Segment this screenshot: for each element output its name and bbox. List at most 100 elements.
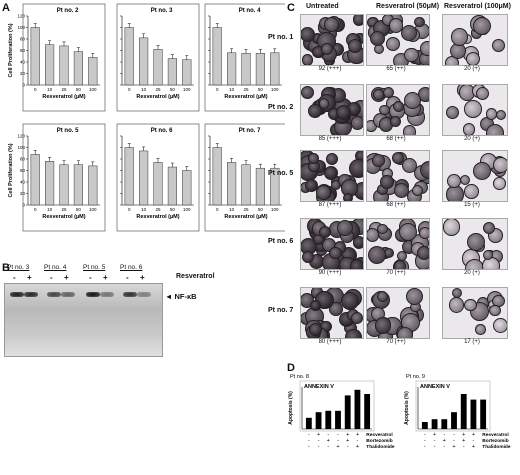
bar: [354, 389, 361, 429]
cell: [400, 24, 418, 42]
cell: [374, 317, 392, 335]
x-tick-label: 50: [170, 87, 176, 92]
bar: [153, 162, 163, 206]
cell: [392, 151, 405, 165]
cell: [349, 159, 363, 178]
bar: [45, 44, 55, 86]
treatment-sign: +: [336, 444, 339, 450]
gel-lane-sign: -: [50, 273, 53, 282]
micrograph-score: 80 (+++): [318, 339, 342, 345]
bar: [270, 52, 280, 86]
bar: [241, 53, 251, 86]
cell: [336, 104, 352, 120]
cell: [460, 174, 471, 185]
cell: [493, 157, 507, 174]
cell: [392, 101, 404, 113]
micrograph-image: [442, 287, 508, 339]
chart-title: Pt no. 4: [239, 8, 261, 14]
x-tick-label: 100: [89, 207, 97, 212]
micrograph-score: 70 (++): [386, 339, 406, 345]
micrograph-image: [442, 14, 508, 66]
treatment-sign: +: [472, 432, 475, 438]
bar: [451, 412, 457, 429]
micrograph-image: [300, 287, 364, 339]
treatment-sign: +: [452, 444, 455, 450]
micrograph-row-label: Pt no. 1: [268, 34, 294, 41]
treatment-sign: +: [346, 438, 349, 444]
y-tick-label: 120: [17, 14, 25, 19]
cell: [472, 16, 491, 35]
cell: [397, 326, 413, 338]
x-tick-label: 100: [271, 207, 279, 212]
nfkb-band: [24, 292, 38, 297]
bar: [139, 37, 149, 86]
cell: [377, 291, 389, 303]
treatment-sign: -: [443, 432, 445, 438]
bar: [73, 164, 83, 206]
x-tick-label: 25: [61, 207, 67, 212]
gel-group-label: Pt no. 4: [44, 264, 67, 271]
cell: [467, 233, 486, 252]
x-tick-label: 50: [76, 87, 82, 92]
bar: [441, 419, 448, 429]
y-tick-label: 100: [17, 25, 25, 30]
treatment-sign: -: [424, 432, 426, 438]
x-tick-label: 10: [141, 207, 147, 212]
cell: [443, 219, 461, 236]
gel-treatment-label: Resveratrol: [176, 273, 215, 280]
nfkb-band: [86, 292, 100, 297]
x-tick-label: 50: [258, 207, 264, 212]
treatment-sign: +: [443, 438, 446, 444]
treatment-sign: +: [356, 444, 359, 450]
cell: [397, 250, 408, 261]
cell: [493, 318, 507, 334]
x-tick-label: 50: [258, 87, 264, 92]
cell: [323, 16, 339, 33]
treatment-label: Resveratrol: [366, 432, 392, 438]
treatment-sign: +: [472, 444, 475, 450]
treatment-sign: +: [462, 438, 465, 444]
cell: [393, 182, 409, 198]
nfkb-band: [10, 292, 24, 297]
bar: [88, 165, 98, 206]
chart-title: Pt no. 7: [239, 128, 261, 134]
cell: [315, 184, 331, 200]
cell: [475, 324, 486, 335]
cell: [451, 288, 462, 298]
cell: [388, 18, 404, 34]
y-tick-label: 100: [17, 145, 25, 150]
cell: [307, 104, 322, 119]
proliferation-chart: Pt no. 6 0 10 25 50 100 Resveratrol (µM): [116, 123, 200, 232]
x-axis-label: Resveratrol (µM): [42, 214, 85, 220]
bar: [139, 150, 149, 206]
y-tick-label: 20: [20, 71, 26, 76]
bar: [305, 417, 312, 429]
micrograph-row-label: Pt no. 2: [268, 104, 294, 111]
y-tick-label: 60: [20, 48, 26, 53]
micrograph-score: 15 (+): [464, 202, 480, 208]
bar: [241, 164, 251, 206]
y-tick-label: 120: [17, 134, 25, 139]
treatment-sign: -: [327, 432, 329, 438]
bar: [212, 147, 222, 206]
x-tick-label: 10: [141, 87, 147, 92]
treatment-sign: -: [318, 444, 320, 450]
gel-lane-sign: -: [126, 273, 129, 282]
treatment-sign: -: [318, 438, 320, 444]
treatment-label: Bortezomib: [482, 438, 508, 444]
chart-title: Pt no. 8: [290, 374, 309, 380]
chart-title: Pt no. 5: [57, 128, 79, 134]
treatment-sign: -: [424, 444, 426, 450]
cell: [446, 105, 460, 120]
chart-title: Pt no. 2: [57, 8, 79, 14]
nfkb-band: [123, 292, 137, 297]
treatment-sign: -: [337, 432, 339, 438]
bar: [255, 53, 265, 86]
cell: [390, 116, 402, 128]
micrograph-score: 20 (+): [464, 270, 480, 276]
bar: [167, 166, 177, 206]
cell: [373, 89, 384, 101]
micrograph-image: [366, 287, 430, 339]
cell: [403, 91, 421, 109]
